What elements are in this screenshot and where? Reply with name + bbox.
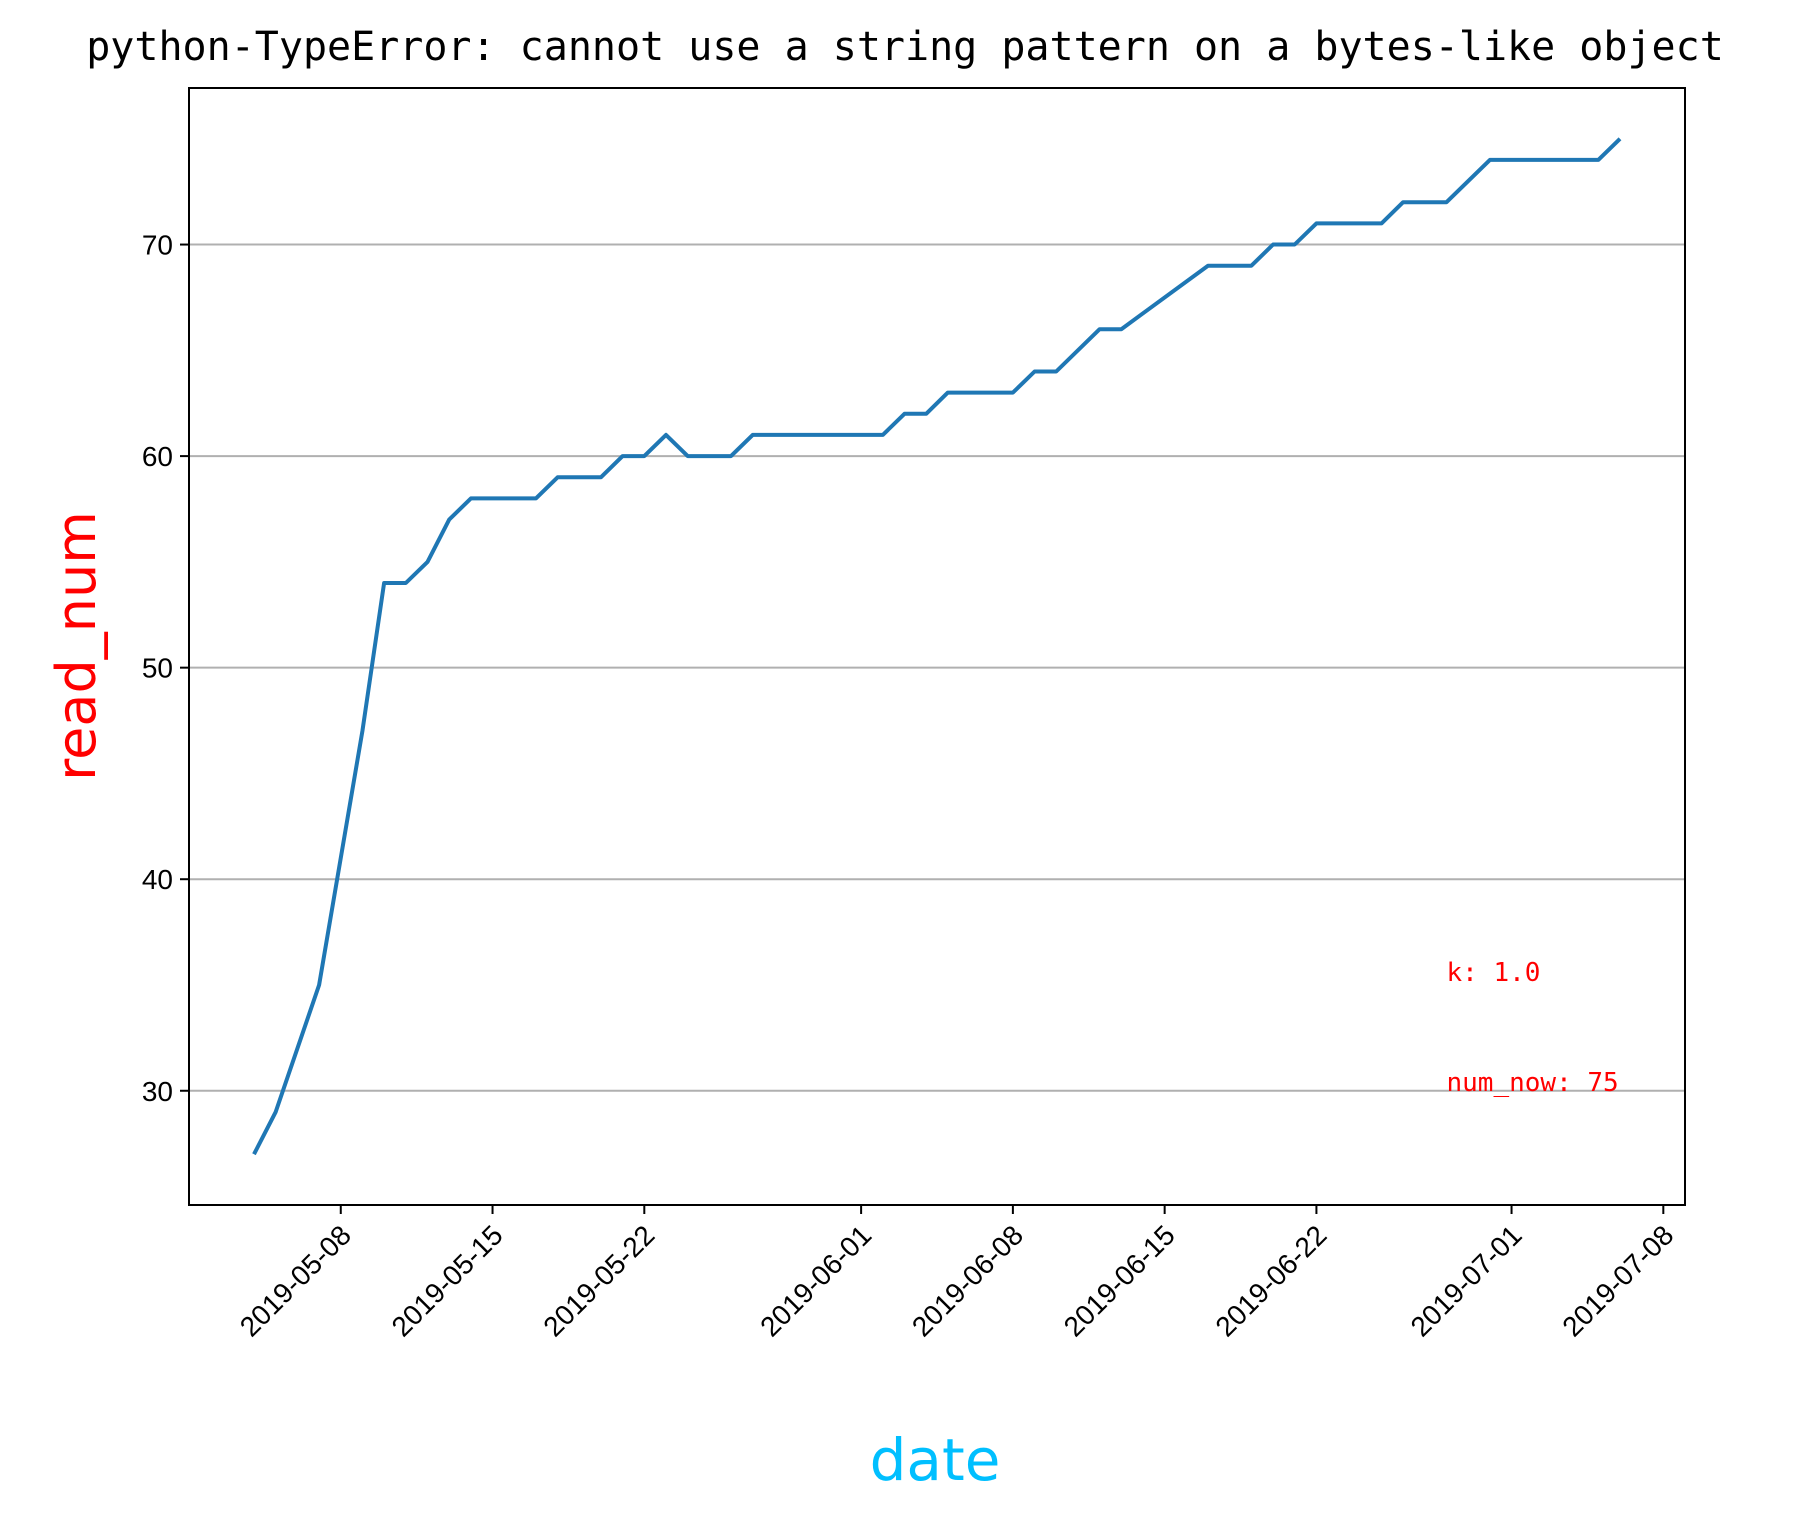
plot-frame [188, 87, 1686, 1206]
y-tick-label: 70 [142, 230, 173, 261]
x-axis-ticks: 2019-05-08 2019-05-15 2019-05-22 2019-06-01… [234, 1205, 1680, 1343]
annotation-label: k: 1.0 [1447, 958, 1541, 988]
x-tick-label: 2019-06-15 [1058, 1219, 1181, 1342]
y-tick-label: 30 [142, 1076, 173, 1107]
x-tick-label: 2019-05-08 [234, 1219, 357, 1342]
y-tick-label: 60 [142, 441, 173, 472]
x-tick-label: 2019-07-01 [1405, 1219, 1528, 1342]
x-tick-label: 2019-06-22 [1209, 1219, 1332, 1342]
x-axis-label: date [870, 1426, 1001, 1494]
grid-lines [189, 243, 1685, 1092]
y-tick-label: 40 [142, 864, 173, 895]
annotations: k: 1.0 num_now: 75 [1447, 958, 1619, 1098]
x-tick-label: 2019-07-08 [1556, 1219, 1679, 1342]
x-tick-label: 2019-05-22 [537, 1219, 660, 1342]
annotation-label: num_now: 75 [1447, 1068, 1619, 1098]
y-axis-label: read_num [45, 511, 108, 781]
x-tick-label: 2019-05-15 [386, 1219, 509, 1342]
x-tick-label: 2019-06-01 [754, 1219, 877, 1342]
series-line [252, 137, 1622, 1156]
chart-title: python-TypeError: cannot use a string pa… [86, 24, 1724, 70]
y-axis-ticks: 30 40 50 60 70 [142, 230, 189, 1107]
y-tick-label: 50 [142, 653, 173, 684]
x-tick-label: 2019-06-08 [906, 1219, 1029, 1342]
